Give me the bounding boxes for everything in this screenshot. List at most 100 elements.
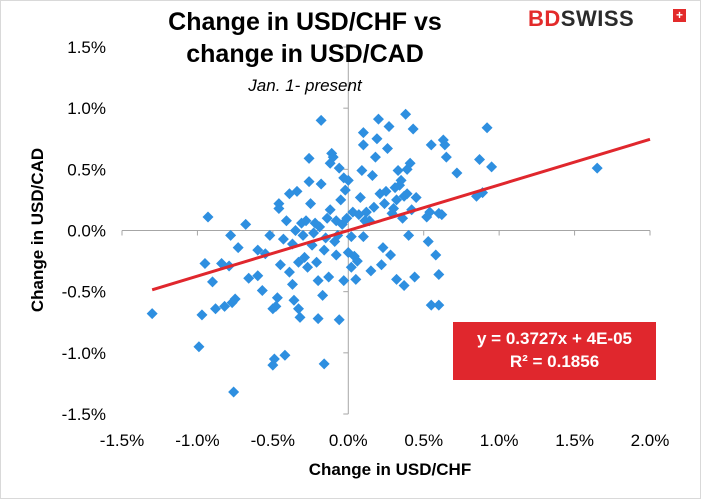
data-point	[401, 188, 413, 200]
data-point	[591, 162, 603, 174]
data-point	[424, 206, 436, 218]
data-point	[264, 229, 276, 241]
data-point	[433, 299, 445, 311]
x-tick-label: -1.0%	[175, 431, 219, 450]
data-point	[339, 184, 351, 196]
data-point	[345, 231, 357, 243]
data-point	[225, 229, 237, 241]
data-point	[360, 206, 372, 218]
data-point	[283, 266, 295, 278]
data-point	[451, 167, 463, 179]
data-point	[338, 275, 350, 287]
brand-logo-part2: SWISS	[560, 6, 635, 31]
data-point	[243, 272, 255, 284]
data-point	[271, 292, 283, 304]
data-point	[350, 273, 362, 285]
data-point	[199, 258, 211, 270]
data-point	[474, 154, 486, 166]
data-point	[229, 293, 241, 305]
data-point	[436, 209, 448, 221]
data-point	[277, 233, 289, 245]
data-point	[357, 231, 369, 243]
brand-logo-part1: BD	[528, 6, 561, 31]
data-point	[409, 271, 421, 283]
data-point	[303, 176, 315, 188]
data-point	[232, 242, 244, 254]
data-point	[375, 259, 387, 271]
data-point	[317, 289, 329, 301]
data-point	[341, 212, 353, 224]
data-point	[403, 229, 415, 241]
data-point	[333, 314, 345, 326]
data-point	[240, 218, 252, 230]
data-point	[356, 165, 368, 177]
chart-title: Change in USD/CHF vs change in USD/CAD	[168, 8, 442, 68]
data-point	[330, 249, 342, 261]
data-point	[365, 265, 377, 277]
y-tick-label: 0.5%	[67, 160, 106, 179]
data-point	[388, 202, 400, 214]
data-point	[377, 242, 389, 254]
data-point	[398, 280, 410, 292]
data-point	[433, 269, 445, 281]
data-point	[274, 259, 286, 271]
brand-logo: BDSWISS	[528, 6, 634, 32]
data-point	[259, 248, 271, 260]
data-point	[207, 276, 219, 288]
data-point	[407, 123, 419, 135]
data-point	[288, 294, 300, 306]
data-point	[273, 198, 285, 210]
data-point	[228, 386, 240, 398]
data-point	[342, 174, 354, 186]
data-point	[333, 162, 345, 174]
data-point	[311, 256, 323, 268]
data-point	[425, 139, 437, 151]
data-point	[314, 221, 326, 233]
data-point	[391, 194, 403, 206]
data-point	[219, 300, 231, 312]
data-point	[279, 349, 291, 361]
data-point	[308, 227, 320, 239]
data-point	[372, 113, 384, 125]
y-tick-label: -0.5%	[62, 283, 106, 302]
data-point	[196, 309, 208, 321]
x-tick-label: -1.5%	[100, 431, 144, 450]
brand-cross-icon: +	[673, 9, 686, 22]
data-point	[202, 211, 214, 223]
data-point	[410, 191, 422, 203]
data-point	[312, 313, 324, 325]
data-point	[400, 108, 412, 120]
data-point	[383, 121, 395, 133]
data-point	[392, 165, 404, 177]
data-point	[252, 270, 264, 282]
data-point	[300, 215, 312, 227]
data-point	[378, 198, 390, 210]
data-point	[366, 169, 378, 181]
data-point	[422, 236, 434, 248]
data-point	[486, 161, 498, 173]
data-points	[146, 108, 603, 398]
trendline-equation: y = 0.3727x + 4E-05	[476, 329, 633, 348]
y-axis-label: Change in USD/CAD	[28, 147, 47, 313]
data-point	[303, 152, 315, 164]
data-point	[315, 114, 327, 126]
data-point	[193, 341, 205, 353]
y-tick-label: -1.0%	[62, 344, 106, 363]
data-point	[357, 127, 369, 139]
data-point	[382, 143, 394, 155]
data-point	[481, 122, 493, 134]
x-tick-label: 1.5%	[555, 431, 594, 450]
data-point	[291, 185, 303, 197]
data-point	[286, 278, 298, 290]
data-point	[252, 244, 264, 256]
x-tick-label: -0.5%	[251, 431, 295, 450]
data-point	[321, 212, 333, 224]
data-point	[299, 251, 311, 263]
y-tick-label: -1.5%	[62, 405, 106, 424]
data-point	[280, 215, 292, 227]
data-point	[351, 255, 363, 267]
x-tick-label: 1.0%	[480, 431, 519, 450]
data-point	[324, 204, 336, 216]
data-point	[440, 151, 452, 163]
data-point	[395, 174, 407, 186]
